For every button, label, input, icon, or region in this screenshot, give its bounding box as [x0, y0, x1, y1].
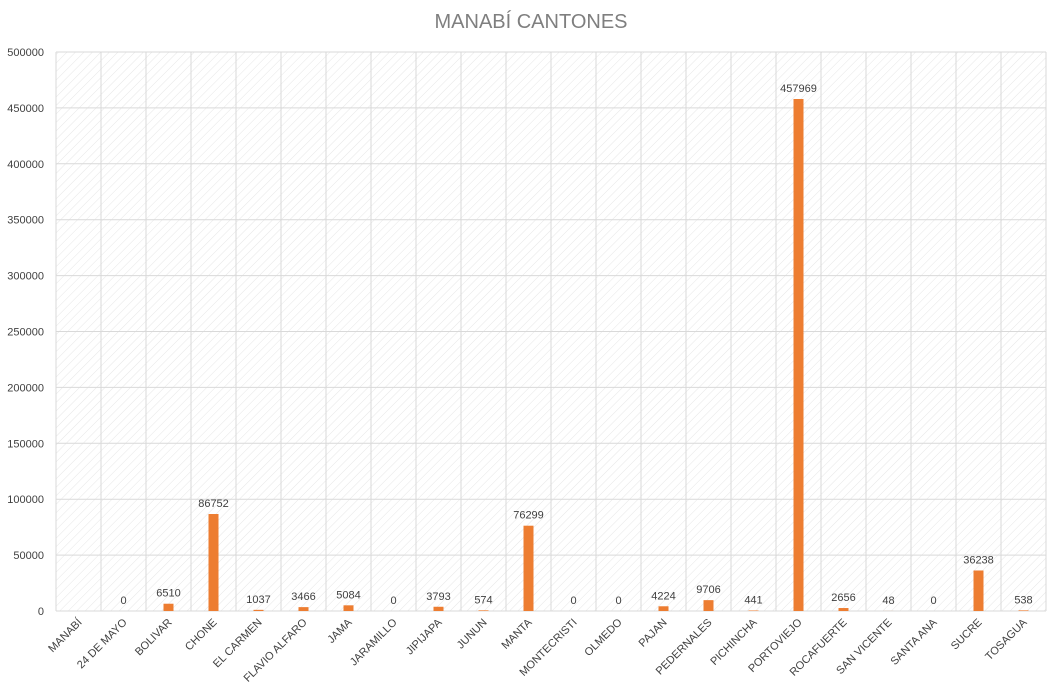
data-label: 0 — [390, 595, 396, 607]
data-label: 0 — [930, 595, 936, 607]
bar — [343, 605, 354, 611]
data-label: 86752 — [198, 498, 229, 510]
data-label: 538 — [1014, 594, 1032, 606]
y-tick-label: 0 — [38, 606, 44, 618]
x-tick-label: SANTA ANA — [888, 616, 940, 668]
data-label: 9706 — [696, 584, 720, 596]
y-tick-label: 500000 — [7, 47, 44, 59]
bars — [163, 98, 1029, 611]
data-label: 6510 — [156, 588, 180, 600]
bar — [658, 606, 669, 611]
bar — [478, 610, 489, 611]
data-label: 1037 — [246, 594, 270, 606]
y-tick-label: 100000 — [7, 494, 44, 506]
x-tick-label: BOLIVAR — [133, 617, 175, 659]
data-label: 0 — [615, 595, 621, 607]
x-tick-label: JIPIJAPA — [404, 616, 445, 657]
x-tick-label: TOSAGUA — [983, 616, 1030, 663]
data-label: 5084 — [336, 589, 360, 601]
data-label: 457969 — [780, 83, 817, 95]
x-tick-label: CHONE — [183, 617, 220, 654]
y-tick-label: 150000 — [7, 438, 44, 450]
x-tick-label: JAMA — [325, 616, 355, 646]
y-tick-label: 300000 — [7, 271, 44, 283]
bar — [253, 609, 264, 611]
x-tick-label: MANABÍ — [46, 615, 86, 655]
x-tick-label: JUNUN — [455, 617, 490, 652]
bar — [1018, 610, 1029, 611]
data-label: 4224 — [651, 590, 675, 602]
x-tick-label: JARAMILLO — [348, 616, 400, 668]
y-tick-label: 450000 — [7, 103, 44, 115]
chart-title: MANABÍ CANTONES — [435, 10, 628, 33]
bar — [838, 608, 849, 611]
y-tick-label: 200000 — [7, 382, 44, 394]
y-tick-label: 350000 — [7, 215, 44, 227]
data-label: 36238 — [963, 554, 994, 566]
bar — [703, 600, 714, 611]
x-tick-label: PAJAN — [637, 617, 670, 650]
y-axis: 0 50000 100000 150000 200000 250000 300000 3500… — [7, 47, 44, 618]
bar — [793, 98, 804, 611]
x-gridlines — [55, 52, 1047, 611]
data-label: 3793 — [426, 591, 450, 603]
bar — [973, 570, 984, 611]
bar — [208, 514, 219, 611]
data-label: 76299 — [513, 510, 544, 522]
x-tick-label: MANTA — [499, 616, 535, 652]
data-label: 48 — [882, 595, 894, 607]
bar — [298, 607, 309, 611]
bar — [163, 603, 174, 611]
x-tick-label: SUCRE — [949, 617, 985, 653]
y-tick-label: 400000 — [7, 159, 44, 171]
data-label: 0 — [120, 595, 126, 607]
y-tick-label: 250000 — [7, 327, 44, 339]
data-label: 574 — [474, 594, 492, 606]
bar — [433, 606, 444, 611]
data-label: 2656 — [831, 592, 855, 604]
data-labels: 0 6510 86752 1037 3466 5084 0 3793 574 76299 0 0 422… — [120, 83, 1032, 607]
y-tick-label: 50000 — [13, 550, 44, 562]
data-label: 3466 — [291, 591, 315, 603]
data-label: 441 — [744, 595, 762, 607]
bar — [523, 525, 534, 611]
data-label: 0 — [570, 595, 576, 607]
x-tick-label: OLMEDO — [582, 616, 625, 659]
